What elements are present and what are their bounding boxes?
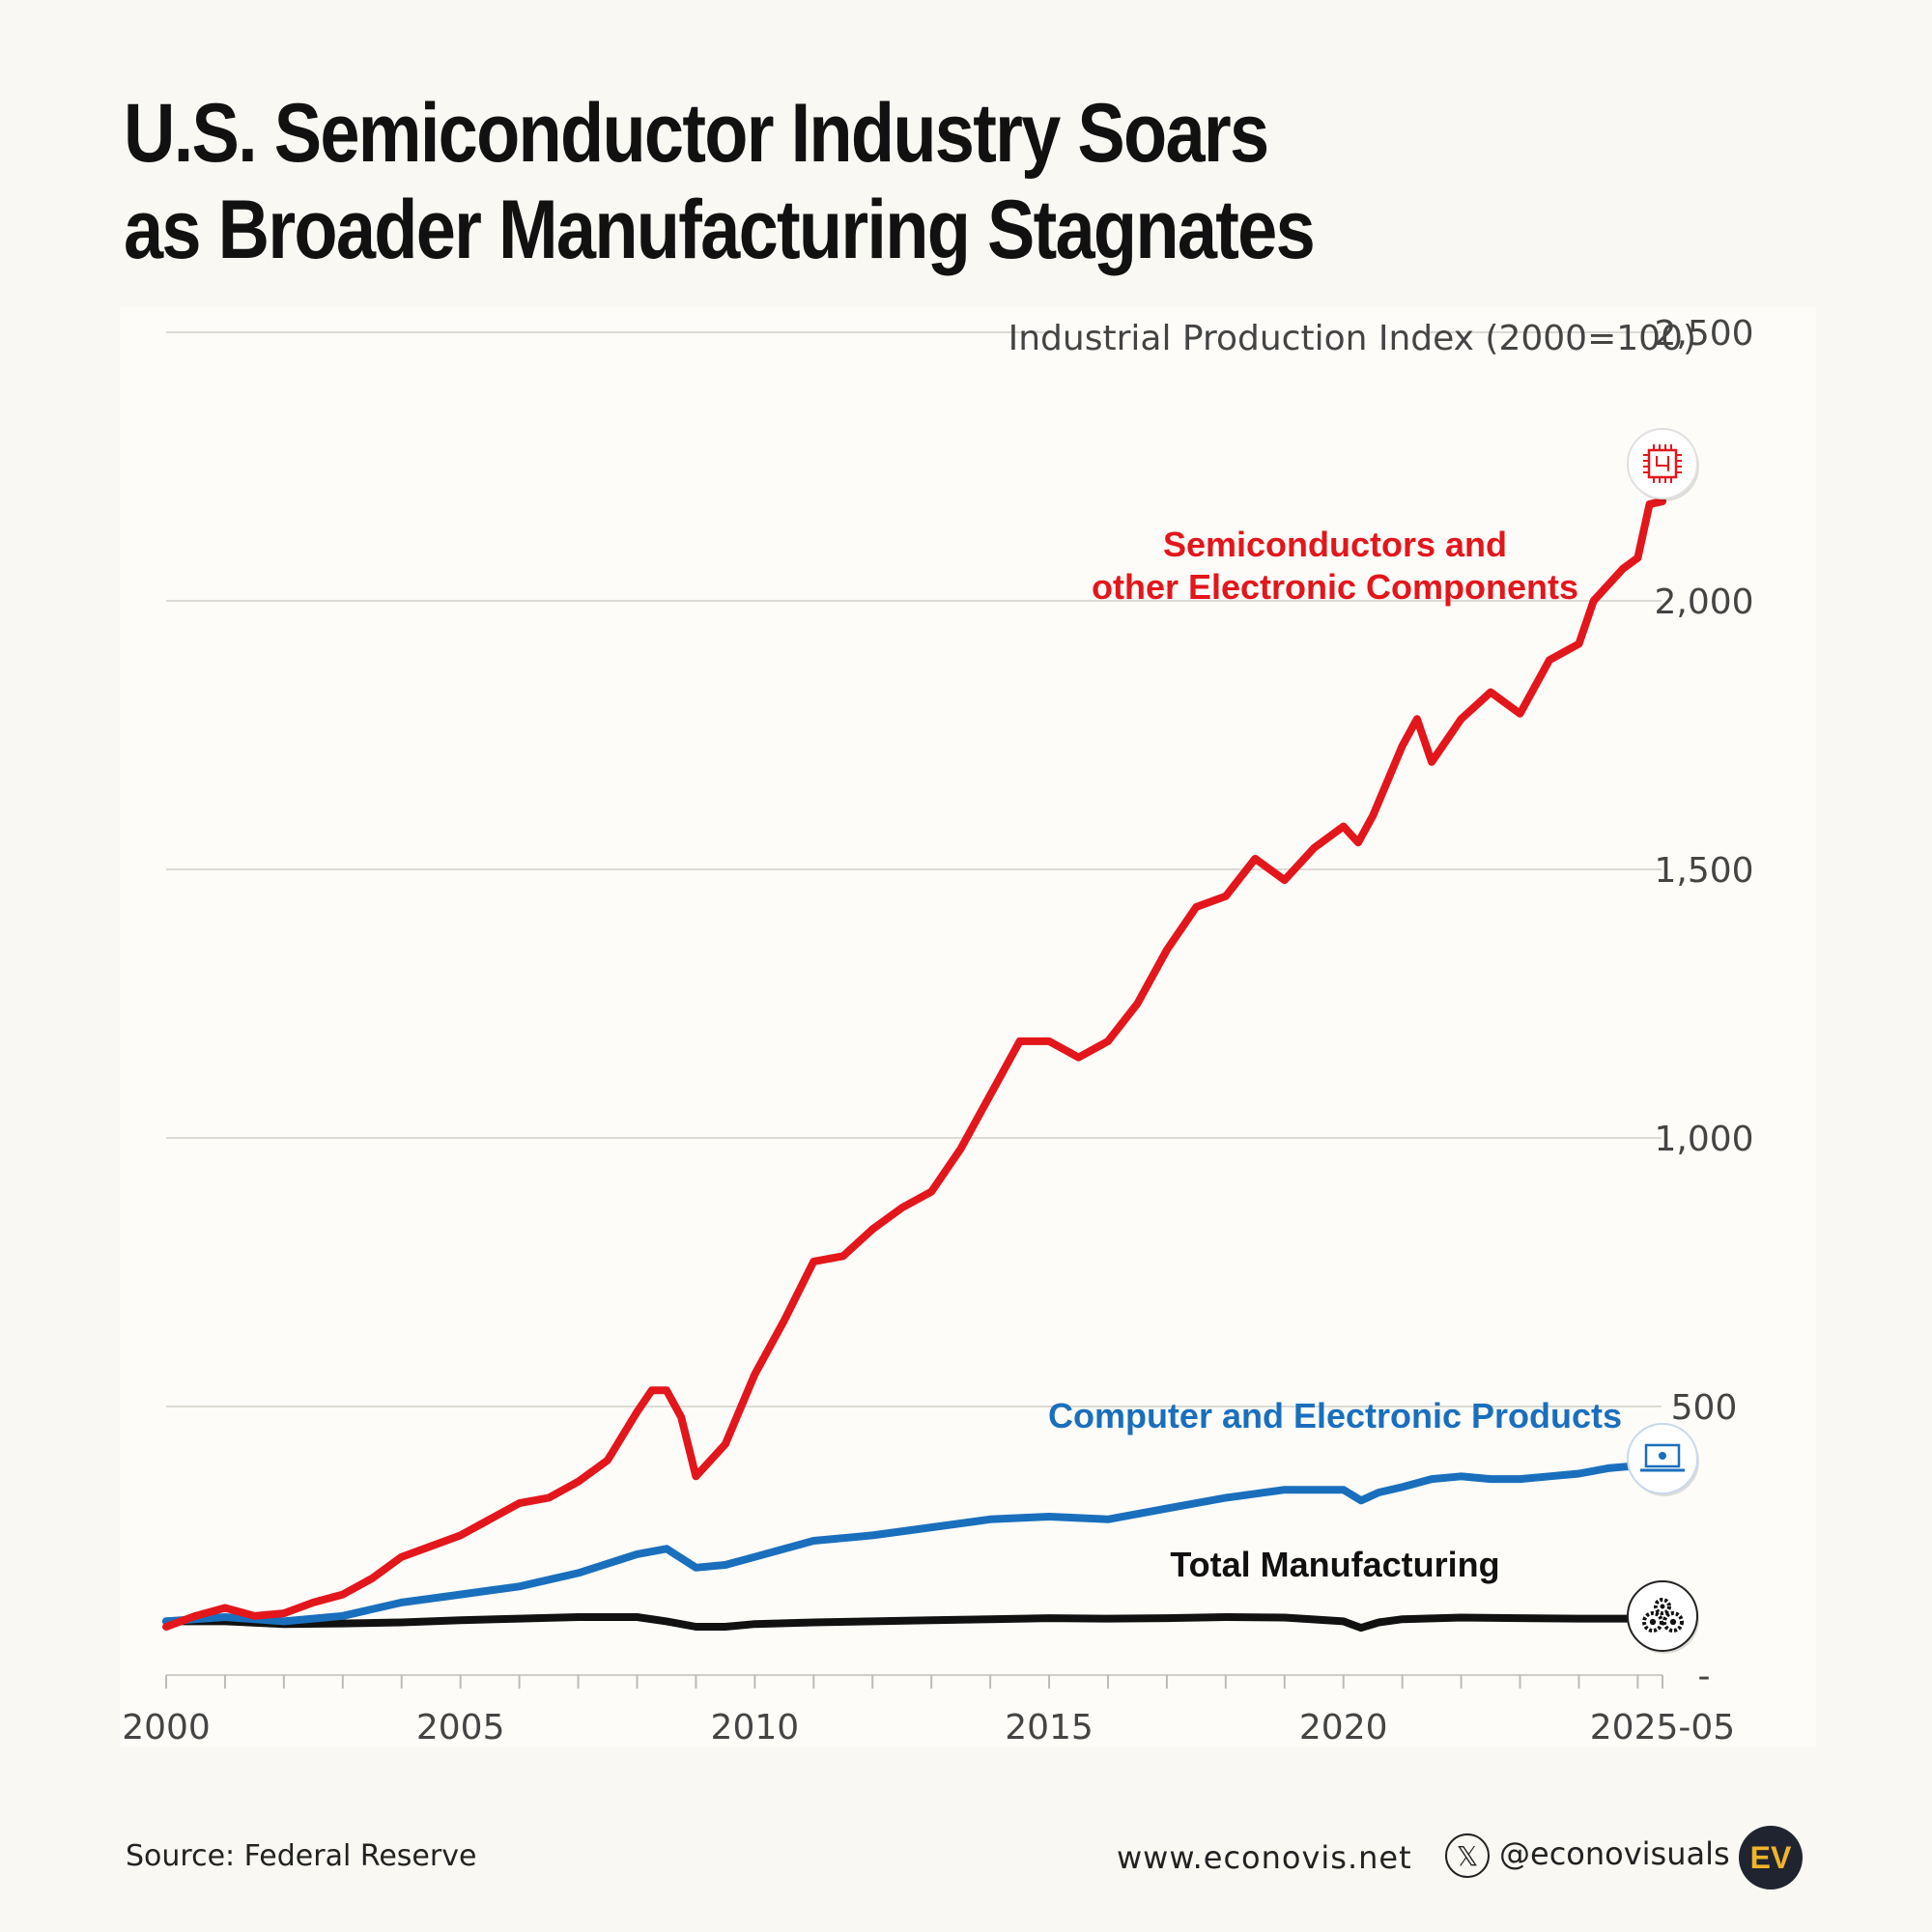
- x-logo-icon: 𝕏: [1445, 1833, 1490, 1878]
- semiconductors-line: [162, 497, 1666, 1631]
- computer-electronics-line: [162, 1462, 1666, 1626]
- gears-icon: [1627, 1580, 1699, 1654]
- brand-logo: EV: [1739, 1826, 1803, 1889]
- chip-icon: [1627, 428, 1699, 501]
- x-tick-label: 2010: [711, 1708, 800, 1747]
- x-tick-label: 2025-05: [1590, 1708, 1735, 1747]
- y-tick-label: 500: [1671, 1388, 1738, 1428]
- y-axis: - 500 1,000 1,500 2,000 2,500: [1654, 314, 1753, 1696]
- y-tick-label: 1,500: [1654, 851, 1753, 891]
- title-line-1: U.S. Semiconductor Industry Soars: [124, 87, 1269, 180]
- line-chart: 2000 2005 2010 2015 2020 2025-05 - 500 1,000 1,5…: [122, 311, 1754, 1747]
- y-tick-label: 1,000: [1654, 1120, 1753, 1159]
- x-tick-label: 2005: [416, 1708, 505, 1747]
- chart-title: U.S. Semiconductor Industry Soars as Bro…: [124, 85, 1370, 278]
- computer-electronics-label: Computer and Electronic Products: [1048, 1396, 1622, 1435]
- y-tick-label: 2,500: [1654, 314, 1753, 354]
- axis-title-bg: [1047, 311, 1424, 367]
- series-icons: [1627, 428, 1699, 1654]
- gridlines: [166, 331, 1662, 1407]
- source-note: Source: Federal Reserve: [126, 1839, 477, 1873]
- y-tick-label: 2,000: [1654, 582, 1753, 622]
- title-line-2: as Broader Manufacturing Stagnates: [124, 184, 1316, 276]
- y-tick-label: -: [1698, 1657, 1711, 1696]
- x-tick-label: 2000: [122, 1708, 211, 1747]
- y-axis-title: Industrial Production Index (2000=100): [1009, 319, 1696, 358]
- semiconductors-label: Semiconductors and: [1163, 525, 1507, 564]
- x-axis: 2000 2005 2010 2015 2020 2025-05: [122, 1674, 1735, 1747]
- social-handle[interactable]: @econovisuals: [1499, 1835, 1730, 1872]
- series-lines: [162, 497, 1666, 1633]
- total-manufacturing-label: Total Manufacturing: [1170, 1545, 1499, 1584]
- x-tick-label: 2015: [1005, 1708, 1094, 1747]
- total-manufacturing-line: [162, 1613, 1666, 1633]
- x-tick-label: 2020: [1299, 1708, 1388, 1747]
- laptop-icon: [1627, 1423, 1699, 1496]
- website-link[interactable]: www.econovis.net: [1117, 1839, 1412, 1876]
- chart-panel: 2000 2005 2010 2015 2020 2025-05 - 500 1,000 1,5…: [120, 307, 1816, 1747]
- semiconductors-label: other Electronic Components: [1092, 567, 1578, 607]
